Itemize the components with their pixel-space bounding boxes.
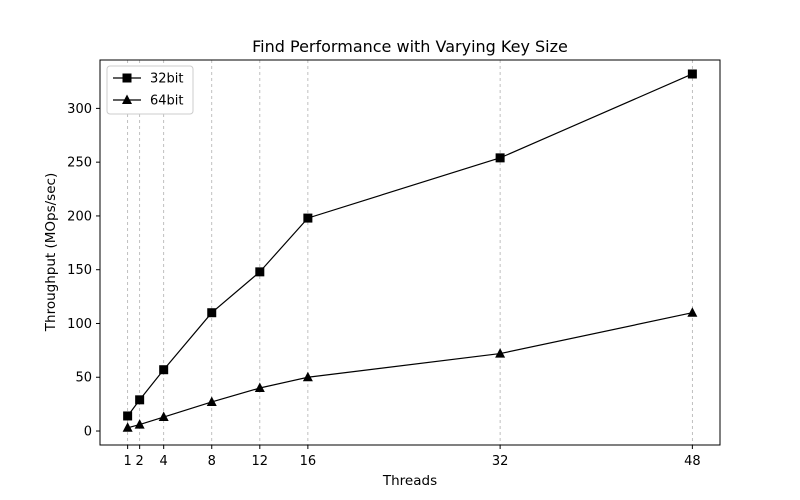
y-tick-label: 100 (67, 317, 92, 332)
series-line-32bit (127, 73, 693, 417)
series-layer (122, 69, 698, 432)
y-tick-label: 200 (67, 209, 92, 224)
data-point-32bit (159, 365, 169, 375)
data-point-32bit (303, 213, 313, 223)
legend-marker-32bit (122, 73, 132, 83)
data-point-64bit (254, 382, 265, 393)
legend-label-32bit: 32bit (150, 72, 184, 87)
data-point-64bit (134, 419, 145, 429)
legend-marker-64bit (122, 94, 132, 104)
plot-frame (99, 59, 721, 446)
y-tick-label: 0 (84, 425, 92, 440)
grid-lines (127, 60, 693, 445)
x-tick-label: 32 (492, 454, 509, 469)
y-tick-label: 300 (67, 102, 92, 117)
x-tick-label: 16 (300, 454, 317, 469)
data-point-32bit (687, 69, 697, 79)
y-axis-ticks: 0 50 100 150 200 250 300 (67, 102, 100, 440)
x-tick-label: 1 (123, 454, 131, 469)
data-point-32bit (207, 308, 217, 318)
data-point-32bit (135, 395, 145, 405)
x-axis-label: Threads (382, 473, 437, 489)
data-point-32bit (123, 411, 133, 421)
data-point-64bit (122, 422, 133, 432)
x-tick-label: 48 (684, 454, 701, 469)
legend: 32bit 64bit (106, 65, 194, 115)
data-point-64bit (206, 396, 217, 406)
data-point-64bit (495, 348, 506, 358)
y-tick-label: 150 (67, 263, 92, 278)
data-point-32bit (495, 153, 505, 163)
y-tick-label: 250 (67, 156, 92, 171)
series-line-64bit (127, 312, 693, 429)
x-tick-label: 8 (208, 454, 216, 469)
x-axis-ticks: 1 2 4 8 12 16 32 48 (123, 445, 701, 469)
data-point-64bit (302, 371, 313, 382)
data-point-64bit (158, 411, 169, 422)
x-tick-label: 12 (252, 454, 269, 469)
chart-title: Find Performance with Varying Key Size (252, 37, 568, 56)
x-tick-label: 2 (136, 454, 144, 469)
data-point-64bit (687, 307, 698, 317)
legend-label-64bit: 64bit (150, 94, 184, 109)
y-axis-label: Throughput (MOps/sec) (43, 173, 59, 332)
data-point-32bit (255, 267, 265, 277)
x-tick-label: 4 (160, 454, 168, 469)
y-tick-label: 50 (75, 371, 92, 386)
